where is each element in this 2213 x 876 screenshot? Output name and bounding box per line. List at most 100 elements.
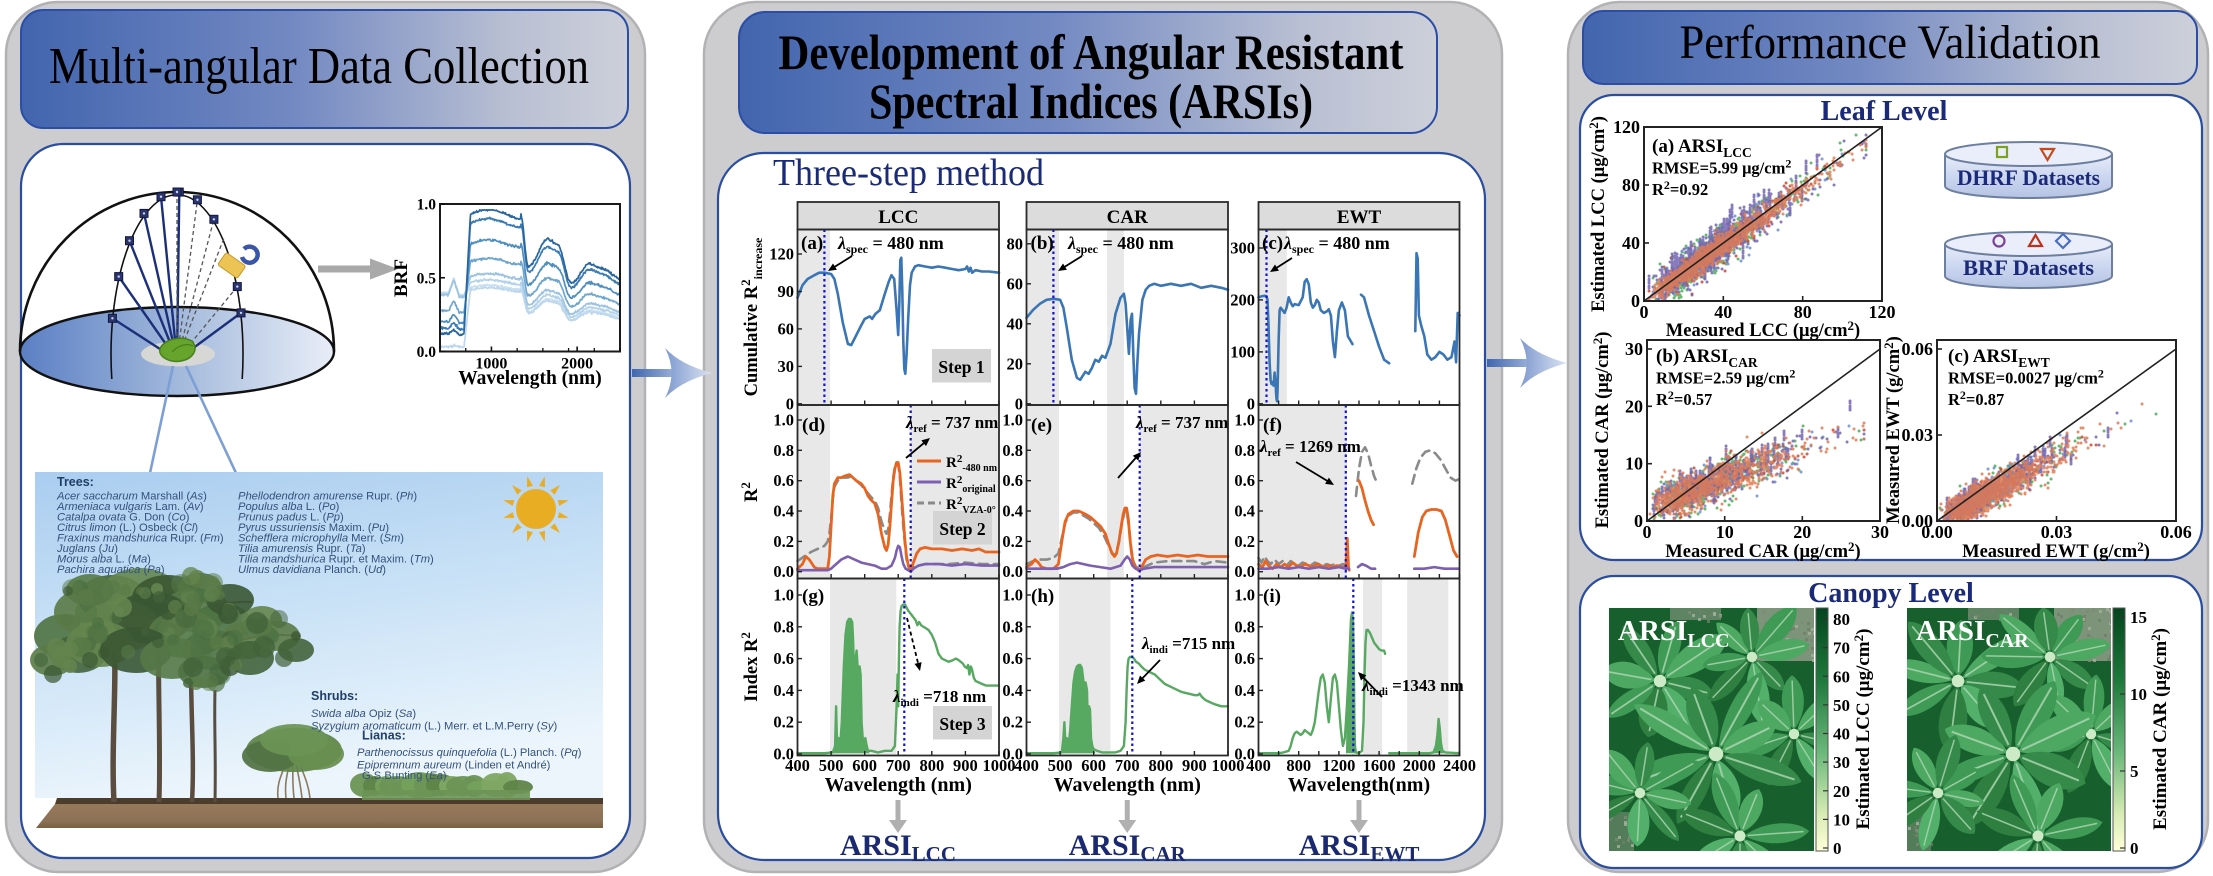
svg-text:Index R2: Index R2 [738, 632, 762, 702]
svg-text:Wavelength (nm): Wavelength (nm) [458, 368, 602, 389]
svg-text:Shrubs:: Shrubs: [311, 689, 358, 703]
svg-text:2000: 2000 [1403, 756, 1436, 775]
svg-text:0.4: 0.4 [773, 502, 794, 521]
svg-text:0.0: 0.0 [1002, 745, 1023, 764]
svg-text:0.8: 0.8 [1002, 441, 1023, 460]
svg-text:50: 50 [1833, 696, 1850, 715]
svg-text:20: 20 [1833, 782, 1850, 801]
svg-text:R2=0.92: R2=0.92 [1652, 178, 1708, 199]
svg-text:1.0: 1.0 [1234, 586, 1255, 605]
svg-text:Measured LCC (μg/cm2): Measured LCC (μg/cm2) [1666, 318, 1860, 341]
svg-text:Schefflera microphylla Merr. (: Schefflera microphylla Merr. (Sm) [238, 533, 404, 545]
svg-text:400: 400 [785, 756, 810, 775]
svg-text:0.0: 0.0 [417, 344, 437, 361]
svg-text:600: 600 [852, 756, 877, 775]
svg-text:700: 700 [1115, 756, 1140, 775]
svg-text:80: 80 [1833, 610, 1850, 629]
svg-text:G.S.Bunting (Ea): G.S.Bunting (Ea) [362, 770, 447, 782]
svg-text:RMSE=0.0027 μg/cm2: RMSE=0.0027 μg/cm2 [1948, 367, 2104, 388]
svg-text:0.2: 0.2 [1002, 713, 1023, 732]
svg-text:600: 600 [1081, 756, 1106, 775]
svg-text:Step 3: Step 3 [939, 714, 985, 734]
svg-text:10: 10 [1625, 454, 1643, 474]
svg-text:0.06: 0.06 [2160, 522, 2192, 542]
svg-text:30: 30 [1871, 522, 1889, 542]
svg-text:30: 30 [1625, 339, 1643, 359]
svg-text:λindi =715 nm: λindi =715 nm [1141, 634, 1235, 656]
svg-text:80: 80 [1794, 302, 1812, 322]
svg-text:900: 900 [953, 756, 978, 775]
svg-text:Step 2: Step 2 [939, 519, 985, 539]
svg-text:15: 15 [2130, 608, 2147, 627]
svg-text:Prunus padus L. (Pp): Prunus padus L. (Pp) [238, 512, 344, 524]
svg-text:Estimated CAR (μg/cm2): Estimated CAR (μg/cm2) [2148, 628, 2171, 830]
svg-text:λspec = 480 nm: λspec = 480 nm [1067, 233, 1174, 256]
svg-text:1.0: 1.0 [1234, 411, 1255, 430]
svg-text:Armeniaca vulgaris Lam. (Av): Armeniaca vulgaris Lam. (Av) [56, 501, 204, 513]
svg-text:1.0: 1.0 [773, 586, 794, 605]
svg-text:1.0: 1.0 [1002, 586, 1023, 605]
svg-text:1000: 1000 [475, 356, 507, 373]
svg-text:100: 100 [1230, 342, 1255, 361]
svg-text:Parthenocissus quinquefolia (L: Parthenocissus quinquefolia (L.) Planch.… [357, 747, 582, 759]
svg-text:40: 40 [1007, 314, 1024, 333]
svg-text:1.0: 1.0 [773, 411, 794, 430]
svg-text:1000: 1000 [983, 756, 1016, 775]
svg-text:Populus alba L. (Po): Populus alba L. (Po) [238, 501, 340, 513]
svg-text:0.6: 0.6 [1234, 649, 1255, 668]
svg-text:0: 0 [1247, 394, 1255, 413]
svg-text:Multi-angular Data Collection: Multi-angular Data Collection [49, 38, 589, 95]
svg-text:Pachira aquatica (Pa): Pachira aquatica (Pa) [57, 564, 165, 576]
svg-text:40: 40 [1714, 302, 1732, 322]
svg-text:0: 0 [1640, 302, 1649, 322]
svg-text:700: 700 [886, 756, 911, 775]
svg-text:0.4: 0.4 [1002, 681, 1023, 700]
svg-text:Wavelength (nm): Wavelength (nm) [1054, 774, 1201, 796]
svg-text:DHRF Datasets: DHRF Datasets [1957, 165, 2100, 190]
svg-text:CAR: CAR [1107, 207, 1148, 228]
svg-text:1.0: 1.0 [1002, 411, 1023, 430]
svg-text:0.4: 0.4 [1234, 502, 1255, 521]
svg-text:0.4: 0.4 [1002, 502, 1023, 521]
svg-text:(d): (d) [802, 415, 825, 436]
svg-text:EWT: EWT [1337, 207, 1382, 228]
svg-text:Pyrus ussuriensis Maxim. (Pu): Pyrus ussuriensis Maxim. (Pu) [238, 522, 389, 534]
svg-text:R2=0.57: R2=0.57 [1656, 388, 1712, 409]
svg-text:0.8: 0.8 [773, 617, 794, 636]
svg-text:Phellodendron amurense Rupr. (: Phellodendron amurense Rupr. (Ph) [238, 491, 417, 503]
svg-text:20: 20 [1625, 396, 1643, 416]
svg-text:2000: 2000 [561, 356, 593, 373]
svg-text:Canopy Level: Canopy Level [1808, 578, 1974, 609]
svg-text:120: 120 [769, 245, 794, 264]
svg-text:0.4: 0.4 [773, 681, 794, 700]
svg-text:5: 5 [2130, 762, 2139, 781]
svg-text:800: 800 [919, 756, 944, 775]
svg-text:Measured EWT (g/cm2): Measured EWT (g/cm2) [1962, 539, 2150, 562]
svg-text:200: 200 [1230, 290, 1255, 309]
svg-text:Juglans (Ju): Juglans (Ju) [56, 543, 118, 555]
svg-text:60: 60 [778, 319, 795, 338]
svg-text:LCC: LCC [878, 207, 918, 228]
svg-text:0.03: 0.03 [1902, 425, 1934, 445]
svg-text:Fraxinus mandshurica Rupr. (Fm: Fraxinus mandshurica Rupr. (Fm) [57, 533, 224, 545]
svg-text:Tilia amurensis Rupr. (Ta): Tilia amurensis Rupr. (Ta) [238, 543, 366, 555]
svg-text:60: 60 [1833, 667, 1850, 686]
svg-text:70: 70 [1833, 639, 1850, 658]
svg-text:40: 40 [1833, 725, 1850, 744]
svg-text:60: 60 [1007, 274, 1024, 293]
svg-text:10: 10 [1833, 810, 1850, 829]
svg-text:0.8: 0.8 [773, 441, 794, 460]
svg-text:Estimated CAR (μg/cm2): Estimated CAR (μg/cm2) [1590, 332, 1613, 529]
svg-text:20: 20 [1793, 522, 1811, 542]
svg-text:Epipremnum aureum (Linden et A: Epipremnum aureum (Linden et André) [357, 760, 551, 772]
svg-text:0.2: 0.2 [1234, 532, 1255, 551]
svg-text:400: 400 [1014, 756, 1039, 775]
svg-text:0.0: 0.0 [1002, 562, 1023, 581]
svg-text:0: 0 [786, 394, 794, 413]
svg-text:(g): (g) [802, 586, 824, 607]
svg-text:0.8: 0.8 [1234, 441, 1255, 460]
svg-text:λspec = 480 nm: λspec = 480 nm [1283, 233, 1390, 256]
svg-text:Ulmus davidiana Planch. (Ud): Ulmus davidiana Planch. (Ud) [238, 564, 386, 576]
svg-text:0.0: 0.0 [773, 745, 794, 764]
svg-text:Morus alba L. (Ma): Morus alba L. (Ma) [57, 554, 151, 566]
